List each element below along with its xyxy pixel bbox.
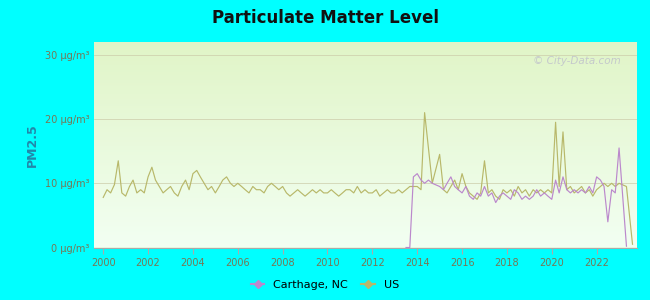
Y-axis label: PM2.5: PM2.5 <box>26 123 39 166</box>
Text: © City-Data.com: © City-Data.com <box>533 56 621 66</box>
Text: Particulate Matter Level: Particulate Matter Level <box>211 9 439 27</box>
Legend: Carthage, NC, US: Carthage, NC, US <box>246 275 404 294</box>
